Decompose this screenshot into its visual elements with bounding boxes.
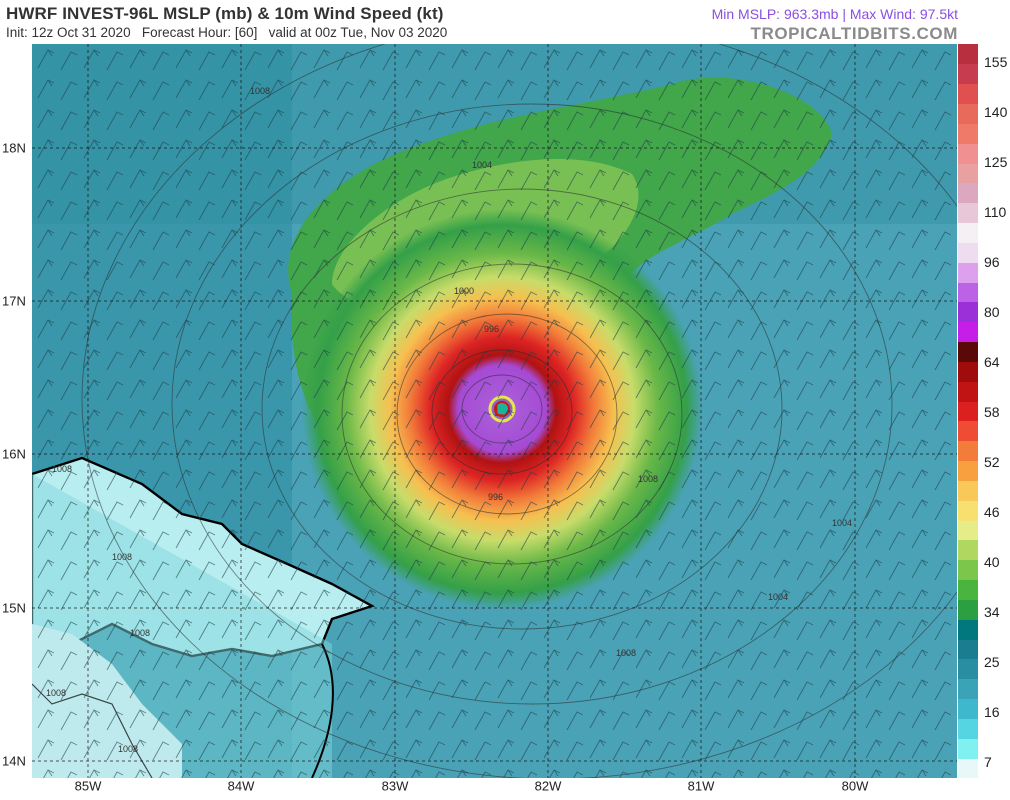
lat-label-16n: 16N	[2, 446, 26, 462]
svg-text:996: 996	[484, 324, 499, 334]
colorbar-label: 155	[984, 54, 1008, 70]
brand-logo-text: TROPICALTIDBITS.COM	[750, 24, 958, 43]
svg-text:1008: 1008	[250, 86, 270, 96]
low-pressure-marker: L	[494, 403, 504, 420]
colorbar-label: 58	[984, 404, 1000, 420]
colorbar-label: 40	[984, 554, 1000, 570]
svg-text:1008: 1008	[52, 464, 72, 474]
colorbar-swatch	[958, 361, 978, 382]
min-max-stats: Min MSLP: 963.3mb | Max Wind: 97.5kt	[711, 6, 958, 22]
colorbar-swatch	[958, 639, 978, 660]
isobar-labels: 1008 1004 1000 996 1008 1004 1004 1008 1…	[46, 86, 852, 754]
colorbar-label: 52	[984, 454, 1000, 470]
svg-text:1004: 1004	[832, 518, 852, 528]
lat-label-14n: 14N	[2, 753, 26, 769]
colorbar-label: 46	[984, 504, 1000, 520]
colorbar-swatch	[958, 758, 978, 779]
colorbar-swatch	[958, 103, 978, 124]
colorbar-swatch	[958, 222, 978, 243]
colorbar-swatches	[958, 44, 978, 779]
init-line: Init: 12z Oct 31 2020 Forecast Hour: [60…	[6, 25, 448, 40]
colorbar-label: 110	[984, 204, 1007, 220]
colorbar-swatch	[958, 63, 978, 85]
colorbar-swatch	[958, 143, 978, 164]
lat-label-18n: 18N	[2, 140, 26, 156]
colorbar-swatch	[958, 579, 978, 600]
lat-label-17n: 17N	[2, 293, 26, 309]
colorbar-swatch	[958, 520, 978, 541]
lat-label-15n: 15N	[2, 600, 26, 616]
colorbar-swatch	[958, 44, 978, 65]
colorbar-swatch	[958, 718, 978, 739]
header: HWRF INVEST-96L MSLP (mb) & 10m Wind Spe…	[0, 0, 1010, 44]
colorbar-swatch	[958, 282, 978, 303]
lon-label-82w: 82W	[534, 778, 562, 794]
lon-label-80w: 80W	[841, 778, 869, 794]
wind-map: 1008 1004 1000 996 1008 1004 1004 1008 1…	[32, 44, 957, 778]
colorbar-label: 7	[984, 754, 992, 770]
colorbar-swatch	[958, 420, 978, 442]
colorbar-label: 34	[984, 604, 1000, 620]
colorbar-label: 140	[984, 104, 1008, 120]
colorbar-swatch	[958, 401, 978, 422]
colorbar-swatch	[958, 678, 978, 700]
svg-text:1008: 1008	[112, 552, 132, 562]
colorbar-swatch	[958, 658, 978, 680]
svg-text:1008: 1008	[46, 688, 66, 698]
svg-text:996: 996	[488, 492, 503, 502]
colorbar-label: 80	[984, 304, 1000, 320]
colorbar-swatch	[958, 123, 978, 144]
svg-text:1008: 1008	[638, 474, 658, 484]
lon-label-85w: 85W	[74, 778, 102, 794]
map-panel: 1008 1004 1000 996 1008 1004 1004 1008 1…	[32, 44, 957, 778]
colorbar-swatch	[958, 202, 978, 224]
colorbar-swatch	[958, 619, 978, 640]
colorbar-swatch	[958, 301, 978, 323]
wind-speed-colorbar: 155 140 125 110 96 80 64 58 52 46 40 34 …	[958, 44, 1010, 779]
svg-text:1004: 1004	[768, 592, 788, 602]
colorbar-label: 125	[984, 154, 1008, 170]
colorbar-swatch	[958, 738, 978, 759]
colorbar-swatch	[958, 83, 978, 104]
svg-text:1008: 1008	[130, 628, 150, 638]
colorbar-swatch	[958, 599, 978, 620]
colorbar-swatch	[958, 163, 978, 184]
colorbar-swatch	[958, 539, 978, 561]
lon-label-81w: 81W	[687, 778, 715, 794]
colorbar-swatch	[958, 321, 978, 343]
colorbar-swatch	[958, 559, 978, 581]
lon-label-84w: 84W	[227, 778, 255, 794]
svg-text:1008: 1008	[616, 648, 636, 658]
colorbar-swatch	[958, 381, 978, 402]
svg-text:1008: 1008	[118, 744, 138, 754]
colorbar-label: 16	[984, 704, 1000, 720]
colorbar-swatch	[958, 242, 978, 263]
colorbar-swatch	[958, 480, 978, 501]
colorbar-swatch	[958, 500, 978, 521]
colorbar-swatch	[958, 262, 978, 283]
wind-barbs	[32, 44, 957, 778]
colorbar-label: 96	[984, 254, 1000, 270]
colorbar-label: 64	[984, 354, 1000, 370]
colorbar-swatch	[958, 698, 978, 719]
colorbar-swatch	[958, 182, 978, 204]
svg-text:1000: 1000	[454, 286, 474, 296]
colorbar-swatch	[958, 341, 978, 362]
colorbar-swatch	[958, 440, 978, 462]
lat-lon-grid	[32, 44, 957, 778]
colorbar-label: 25	[984, 654, 1000, 670]
colorbar-swatch	[958, 460, 978, 481]
lon-label-83w: 83W	[381, 778, 409, 794]
chart-title: HWRF INVEST-96L MSLP (mb) & 10m Wind Spe…	[6, 4, 444, 23]
svg-text:1004: 1004	[472, 160, 492, 170]
